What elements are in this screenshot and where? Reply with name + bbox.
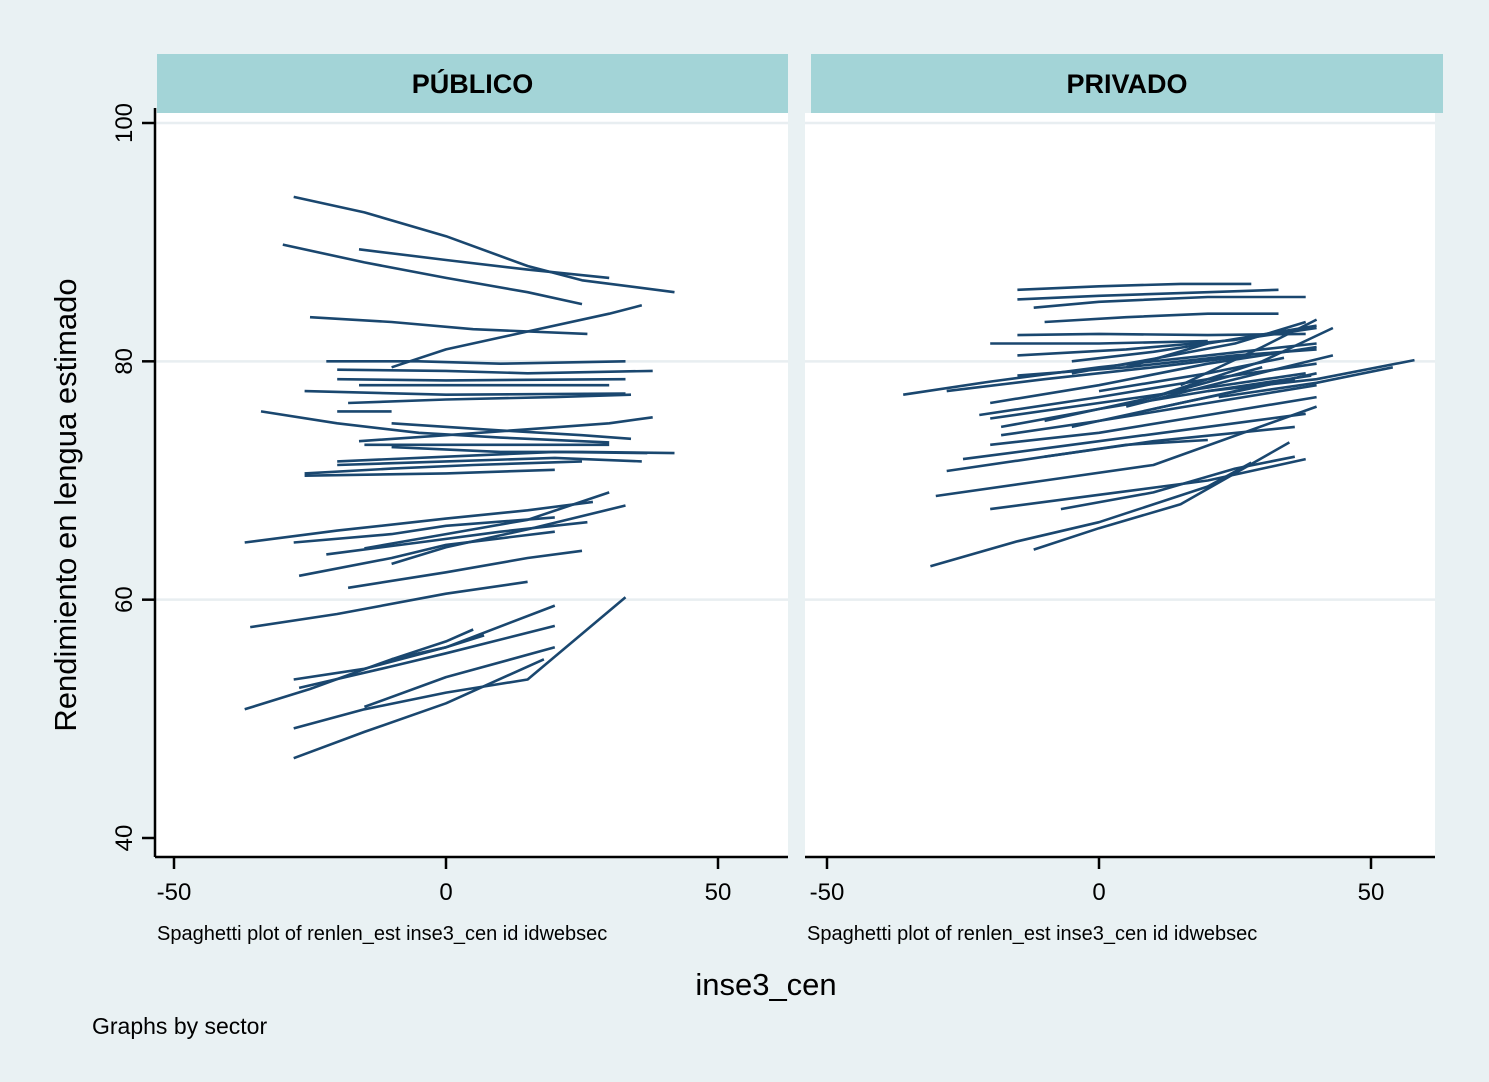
series-line xyxy=(1033,295,1306,309)
x-tick-label: 50 xyxy=(1358,879,1385,906)
series-line xyxy=(293,658,545,760)
series-line xyxy=(1071,377,1296,429)
x-axis-label: inse3_cen xyxy=(695,967,836,1002)
plot-area xyxy=(805,113,1435,857)
series-line xyxy=(1071,342,1208,363)
series-line xyxy=(391,604,556,661)
series-line xyxy=(391,304,643,369)
series-line xyxy=(348,393,632,405)
series-line xyxy=(1044,312,1279,324)
plot-area xyxy=(155,113,788,857)
series-line xyxy=(282,243,583,306)
panel-strip xyxy=(157,54,788,113)
series-line xyxy=(1044,438,1208,458)
y-tick-label: 80 xyxy=(111,348,138,375)
series-line xyxy=(304,468,555,477)
series-line xyxy=(990,395,1317,447)
y-tick-label: 40 xyxy=(111,825,138,852)
panel-title: PÚBLICO xyxy=(412,68,534,99)
x-tick-label: -50 xyxy=(810,879,845,906)
series-line xyxy=(250,580,528,629)
series-line xyxy=(930,461,1252,568)
panel-strip xyxy=(811,54,1443,113)
series-line xyxy=(1060,455,1296,511)
y-tick-label: 100 xyxy=(111,103,138,143)
x-tick-label: 0 xyxy=(439,879,452,906)
series-line xyxy=(1098,356,1285,393)
series-line xyxy=(1207,358,1415,393)
panels-group: PÚBLICO 40 60 80 100 -50 0 50 Spaghetti plot of … xyxy=(111,54,1443,945)
series-line xyxy=(946,354,1252,393)
series-line xyxy=(326,359,626,366)
series-line xyxy=(293,596,627,730)
series-line xyxy=(1017,282,1252,292)
series-line xyxy=(990,457,1306,511)
series-line xyxy=(962,412,1306,461)
series-line xyxy=(1033,441,1291,551)
series-line xyxy=(1017,288,1279,301)
series-line xyxy=(337,368,653,375)
series-line xyxy=(1125,354,1334,408)
series-line xyxy=(358,416,653,443)
x-tick-label: 0 xyxy=(1092,879,1105,906)
series-line xyxy=(1000,383,1317,437)
series-line xyxy=(1218,366,1394,399)
panel-title: PRIVADO xyxy=(1066,69,1187,99)
series-line xyxy=(304,460,583,475)
series-line xyxy=(244,500,594,544)
series-line xyxy=(364,491,610,550)
series-line xyxy=(293,195,675,294)
x-tick-label: -50 xyxy=(157,879,192,906)
panel-note: Spaghetti plot of renlen_est inse3_cen i… xyxy=(807,923,1257,945)
y-tick-label: 60 xyxy=(111,586,138,613)
series-line xyxy=(935,405,1318,498)
series-line xyxy=(326,520,588,556)
series-line xyxy=(347,549,583,590)
series-line xyxy=(358,248,610,280)
series-line xyxy=(391,445,675,455)
series-line xyxy=(391,422,632,441)
series-line xyxy=(989,345,1317,405)
series-line xyxy=(1125,324,1317,369)
series-line xyxy=(304,389,626,397)
series-line xyxy=(260,410,610,444)
series-line xyxy=(293,516,555,544)
series-line xyxy=(337,456,642,467)
x-tick-label: 50 xyxy=(705,879,732,906)
panel-privado: PRIVADO -50 0 50 Spaghetti plot of renlen_es… xyxy=(805,54,1443,945)
series-line xyxy=(1044,366,1263,423)
series-line xyxy=(298,530,555,578)
series-line xyxy=(391,504,626,566)
panel-note: Spaghetti plot of renlen_est inse3_cen i… xyxy=(157,923,607,945)
series-line xyxy=(337,377,626,382)
series-line xyxy=(990,372,1306,420)
series-line xyxy=(990,339,1208,345)
panel-publico: PÚBLICO 40 60 80 100 -50 0 50 Spaghetti plot of … xyxy=(111,54,788,945)
series-line xyxy=(1017,326,1317,357)
y-axis-label: Rendimiento en lengua estimado xyxy=(48,278,83,731)
series-line xyxy=(298,624,556,690)
series-line xyxy=(363,646,556,709)
footnote: Graphs by sector xyxy=(92,1013,267,1039)
